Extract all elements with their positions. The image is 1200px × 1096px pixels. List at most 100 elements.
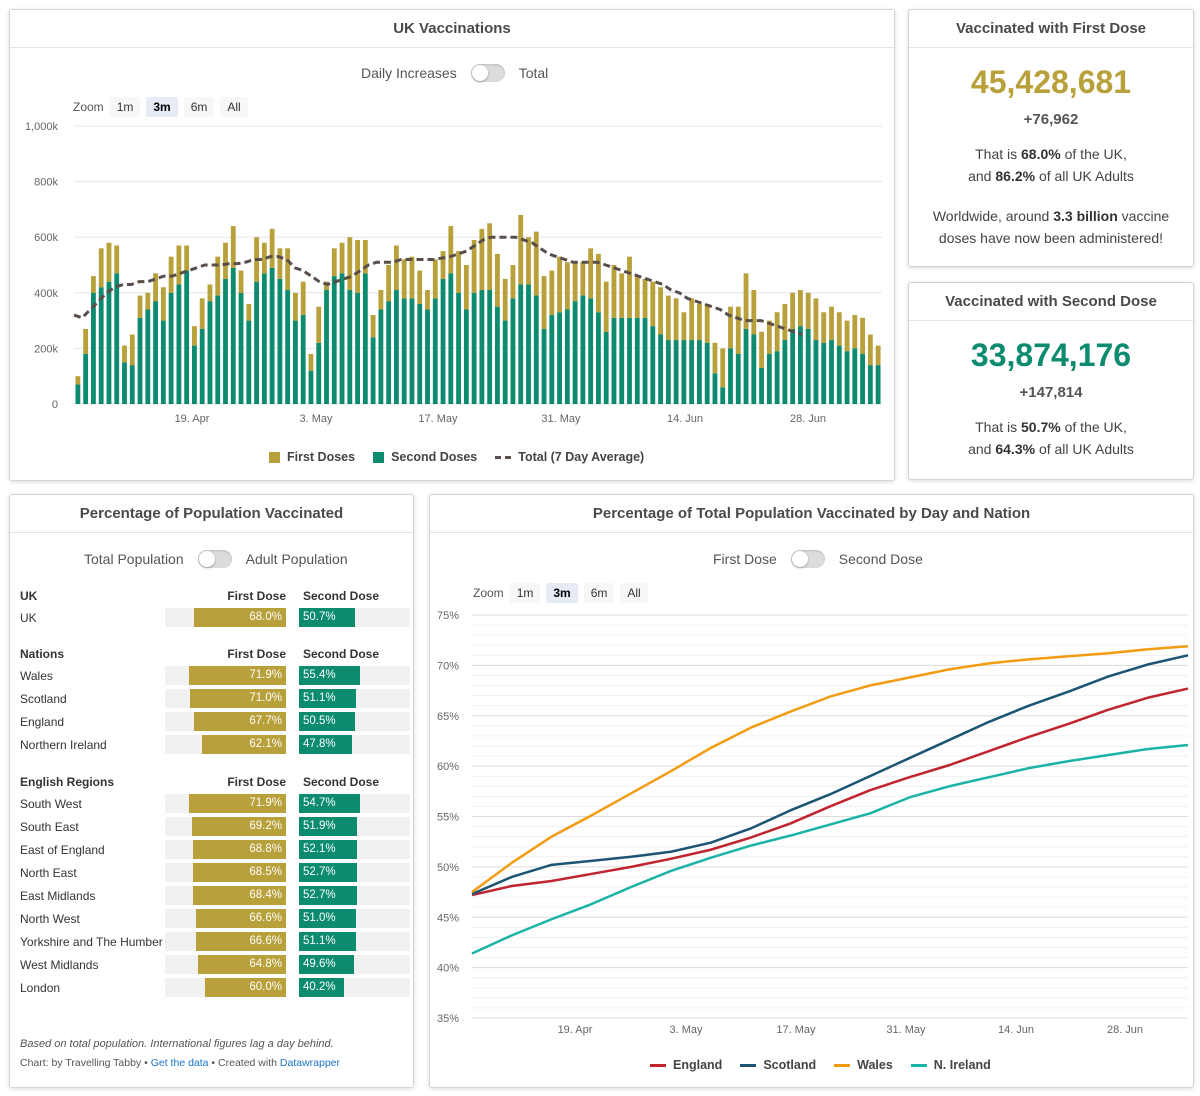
- first-dose-bar[interactable]: [720, 348, 726, 388]
- first-dose-bar[interactable]: [122, 345, 127, 363]
- second-dose-bar[interactable]: [673, 340, 679, 404]
- second-dose-bar[interactable]: [735, 353, 741, 404]
- second-dose-bar[interactable]: [495, 306, 500, 404]
- first-dose-bar[interactable]: [331, 248, 337, 277]
- first-dose-bar[interactable]: [852, 315, 858, 349]
- second-dose-bar[interactable]: [409, 298, 415, 404]
- second-dose-bar[interactable]: [401, 298, 407, 404]
- second-dose-bar[interactable]: [798, 326, 803, 404]
- first-dose-bar[interactable]: [160, 287, 166, 321]
- first-dose-bar[interactable]: [471, 239, 477, 293]
- second-dose-bar[interactable]: [176, 284, 182, 404]
- first-dose-bar[interactable]: [394, 245, 399, 291]
- first-dose-bar[interactable]: [153, 273, 158, 302]
- first-dose-bar[interactable]: [689, 298, 695, 341]
- second-dose-bar[interactable]: [829, 340, 834, 404]
- second-dose-bar[interactable]: [518, 284, 524, 404]
- second-dose-bar[interactable]: [526, 284, 531, 404]
- first-dose-bar[interactable]: [261, 242, 267, 274]
- legend-scotland[interactable]: Scotland: [740, 1058, 816, 1072]
- second-dose-bar[interactable]: [75, 384, 81, 404]
- first-dose-bar[interactable]: [502, 278, 508, 321]
- second-dose-bar[interactable]: [596, 312, 601, 404]
- legend-total-average[interactable]: Total (7 Day Average): [495, 450, 644, 464]
- second-dose-bar[interactable]: [510, 298, 516, 404]
- legend-second-doses[interactable]: Second Doses: [373, 450, 477, 464]
- second-dose-bar[interactable]: [836, 345, 842, 404]
- first-dose-bar[interactable]: [145, 292, 151, 310]
- first-dose-bar[interactable]: [425, 290, 430, 310]
- first-dose-bar[interactable]: [572, 262, 578, 302]
- second-dose-bar[interactable]: [689, 340, 695, 404]
- second-dose-bar[interactable]: [867, 365, 873, 404]
- first-dose-bar[interactable]: [176, 245, 182, 285]
- second-dose-bar[interactable]: [83, 353, 89, 404]
- first-dose-bar[interactable]: [697, 303, 702, 341]
- second-dose-bar[interactable]: [168, 292, 174, 404]
- second-dose-bar[interactable]: [370, 337, 376, 404]
- second-dose-bar[interactable]: [743, 328, 749, 404]
- second-dose-bar[interactable]: [300, 315, 306, 404]
- dose-toggle[interactable]: [790, 550, 825, 568]
- second-dose-bar[interactable]: [463, 309, 469, 404]
- first-dose-bar[interactable]: [526, 237, 531, 285]
- first-dose-bar[interactable]: [324, 281, 329, 291]
- second-dose-bar[interactable]: [192, 345, 197, 404]
- second-dose-bar[interactable]: [533, 295, 539, 404]
- first-dose-bar[interactable]: [339, 242, 345, 274]
- zoom-3m-button[interactable]: 3m: [546, 583, 578, 603]
- second-dose-bar[interactable]: [642, 317, 648, 404]
- first-dose-bar[interactable]: [813, 298, 819, 341]
- second-dose-bar[interactable]: [502, 320, 508, 404]
- second-dose-bar[interactable]: [153, 301, 158, 404]
- get-data-link[interactable]: Get the data: [150, 1057, 209, 1069]
- first-dose-bar[interactable]: [308, 353, 314, 371]
- legend-first-doses[interactable]: First Doses: [269, 450, 355, 464]
- second-dose-bar[interactable]: [487, 290, 493, 404]
- first-dose-bar[interactable]: [378, 290, 384, 310]
- second-dose-bar[interactable]: [619, 317, 625, 404]
- second-dose-bar[interactable]: [417, 303, 423, 404]
- second-dose-bar[interactable]: [728, 348, 733, 404]
- first-dose-bar[interactable]: [487, 223, 493, 291]
- first-dose-bar[interactable]: [665, 295, 671, 341]
- second-dose-bar[interactable]: [137, 317, 143, 404]
- legend-n-ireland[interactable]: N. Ireland: [910, 1058, 991, 1072]
- second-dose-bar[interactable]: [681, 340, 687, 404]
- second-dose-bar[interactable]: [580, 295, 586, 404]
- first-dose-bar[interactable]: [215, 256, 221, 296]
- first-dose-bar[interactable]: [821, 312, 827, 343]
- first-dose-bar[interactable]: [347, 237, 353, 291]
- second-dose-bar[interactable]: [852, 348, 858, 404]
- second-dose-bar[interactable]: [658, 334, 663, 405]
- second-dose-bar[interactable]: [425, 309, 430, 404]
- first-dose-bar[interactable]: [355, 239, 360, 293]
- first-dose-bar[interactable]: [269, 228, 275, 268]
- first-dose-bar[interactable]: [557, 256, 562, 313]
- first-dose-bar[interactable]: [596, 253, 601, 313]
- first-dose-bar[interactable]: [829, 306, 834, 341]
- first-dose-bar[interactable]: [704, 303, 710, 343]
- second-dose-bar[interactable]: [145, 309, 151, 404]
- first-dose-bar[interactable]: [805, 292, 811, 329]
- second-dose-bar[interactable]: [285, 290, 291, 404]
- second-dose-bar[interactable]: [627, 317, 632, 404]
- first-dose-bar[interactable]: [774, 312, 780, 352]
- first-dose-bar[interactable]: [728, 306, 733, 349]
- first-dose-bar[interactable]: [798, 290, 803, 327]
- second-dose-bar[interactable]: [766, 353, 772, 404]
- second-dose-bar[interactable]: [572, 301, 578, 404]
- second-dose-bar[interactable]: [471, 292, 477, 404]
- first-dose-bar[interactable]: [98, 248, 104, 288]
- first-dose-bar[interactable]: [611, 265, 617, 318]
- first-dose-bar[interactable]: [293, 292, 298, 321]
- first-dose-bar[interactable]: [479, 228, 485, 291]
- first-dose-bar[interactable]: [782, 303, 788, 341]
- first-dose-bar[interactable]: [114, 245, 120, 274]
- second-dose-bar[interactable]: [355, 292, 360, 404]
- second-dose-bar[interactable]: [813, 340, 819, 404]
- first-dose-bar[interactable]: [432, 259, 438, 299]
- zoom-1m-button[interactable]: 1m: [109, 97, 141, 117]
- first-dose-bar[interactable]: [759, 331, 764, 368]
- wales-line[interactable]: [471, 644, 1189, 894]
